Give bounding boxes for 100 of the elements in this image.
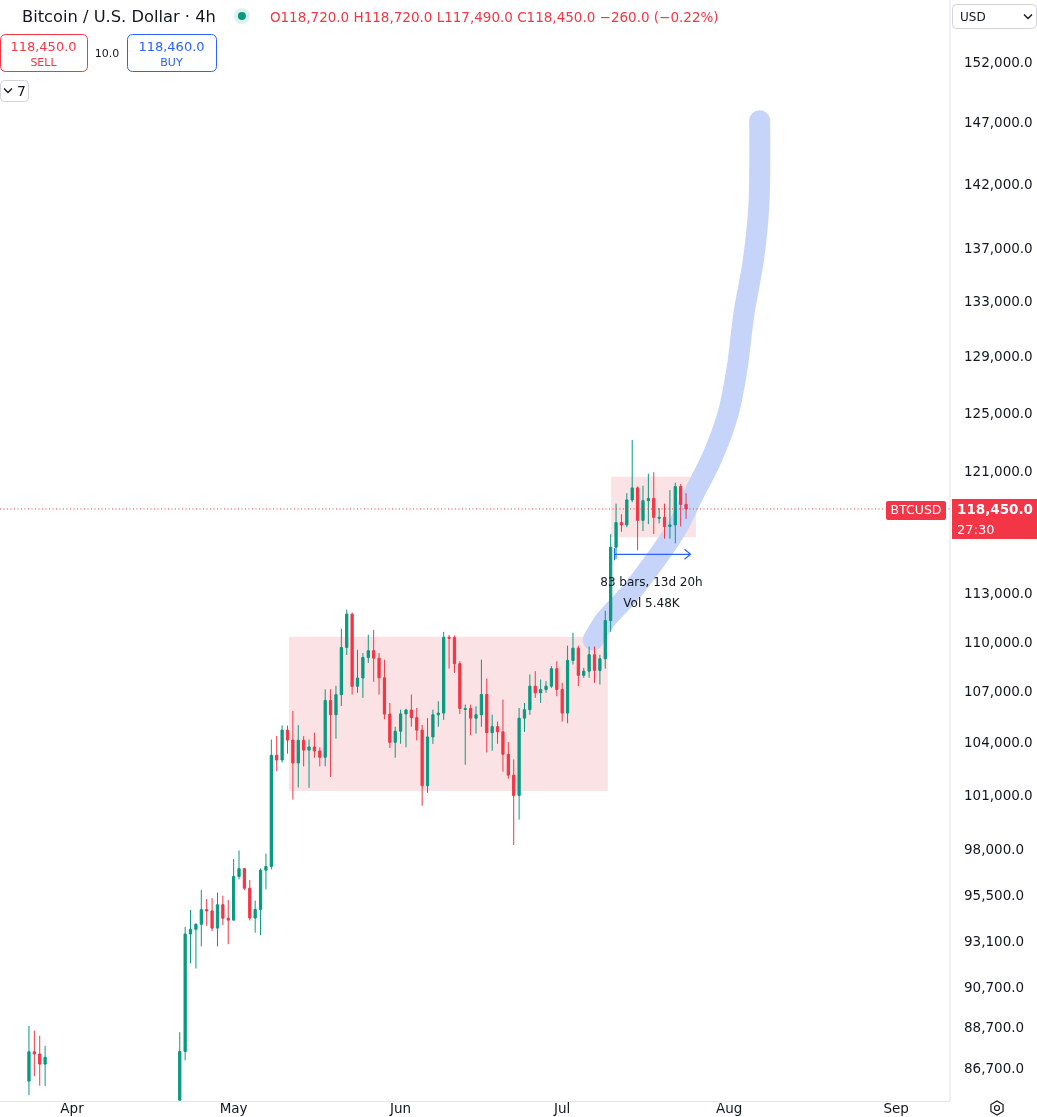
candlestick <box>215 892 220 947</box>
candlestick <box>355 649 360 694</box>
y-tick-label: 137,000.0 <box>964 240 1033 257</box>
annotation: 118,460.0 <box>138 39 205 54</box>
y-tick-label: 101,000.0 <box>964 786 1033 803</box>
candlestick <box>210 897 214 932</box>
candlestick <box>641 485 645 532</box>
y-tick-label: 93,100.0 <box>964 932 1025 949</box>
candlestick <box>291 710 295 801</box>
candlestick <box>468 704 473 736</box>
candlestick <box>539 678 543 704</box>
x-tick-label: Sep <box>883 1100 909 1116</box>
annotation: SELL <box>30 56 58 69</box>
x-tick-label: Jul <box>553 1100 571 1116</box>
candlestick <box>544 680 548 694</box>
candlestick <box>248 879 252 921</box>
candlestick <box>312 732 317 759</box>
candlestick <box>43 1045 47 1087</box>
y-tick-label: 147,000.0 <box>964 113 1033 130</box>
candlestick <box>361 652 365 699</box>
candlestick <box>431 709 435 745</box>
candlestick <box>188 909 193 964</box>
candlestick <box>479 659 484 728</box>
candlestick <box>372 629 376 683</box>
candlestick <box>592 646 597 684</box>
candlestick <box>318 746 322 767</box>
candlestick <box>398 709 403 745</box>
candlestick <box>307 739 311 789</box>
annotation: Vol 5.48K <box>623 596 681 611</box>
candlestick <box>205 898 209 927</box>
candlestick <box>237 849 241 880</box>
candlestick <box>275 735 279 772</box>
candlestick <box>495 721 500 745</box>
candlestick <box>517 707 521 821</box>
x-tick-label: Jun <box>389 1100 412 1116</box>
annotation: 10.0 <box>94 47 120 60</box>
candlestick <box>280 724 284 764</box>
annotation: 118,450.0 <box>10 39 77 54</box>
x-tick-label: Aug <box>715 1100 743 1116</box>
candlestick <box>285 725 290 755</box>
candlestick <box>533 670 537 699</box>
candlestick <box>506 741 510 780</box>
candlestick <box>447 634 451 670</box>
candlestick <box>436 700 440 728</box>
candlestick <box>296 724 300 789</box>
candlestick <box>382 659 387 720</box>
candlestick <box>350 612 354 696</box>
text: USD <box>960 10 986 24</box>
y-tick-label: 95,500.0 <box>964 886 1025 903</box>
y-tick-label: 121,000.0 <box>964 462 1033 479</box>
candlestick <box>302 735 306 767</box>
candlestick <box>490 714 494 752</box>
candlestick <box>474 705 478 735</box>
candlestick <box>38 1035 42 1087</box>
candlestick <box>404 708 408 748</box>
candlestick <box>323 688 327 767</box>
candlestick <box>345 609 349 656</box>
candlestick <box>512 758 516 846</box>
y-tick-label: 107,000.0 <box>964 683 1033 700</box>
y-tick-label: 88,700.0 <box>964 1019 1025 1036</box>
ref-line-label: 118,450.0 <box>957 500 1034 517</box>
candlestick <box>522 702 527 733</box>
y-tick-label: 98,000.0 <box>964 840 1025 857</box>
candlestick <box>32 1030 36 1077</box>
candlestick <box>199 889 203 947</box>
candlestick <box>366 634 370 664</box>
candlestick <box>334 685 338 740</box>
candlestick <box>668 489 672 540</box>
text: 27:30 <box>957 521 995 537</box>
annotation: BUY <box>160 56 183 69</box>
candlestick <box>377 652 381 696</box>
candlestick <box>619 513 624 533</box>
y-tick-label: 90,700.0 <box>964 979 1025 996</box>
candlestick <box>393 726 397 759</box>
x-tick-label: May <box>219 1100 248 1116</box>
text: Bitcoin / U.S. Dollar · 4h <box>22 7 216 26</box>
y-tick-label: 113,000.0 <box>964 585 1033 602</box>
candlestick <box>27 1025 31 1096</box>
x-tick-label: Apr <box>60 1100 85 1116</box>
y-tick-label: 86,700.0 <box>964 1060 1025 1077</box>
candlestick <box>388 702 392 749</box>
candlestick <box>528 674 532 716</box>
candlestick <box>657 507 661 524</box>
y-tick-label: 152,000.0 <box>964 54 1033 70</box>
candlestick <box>614 503 618 560</box>
annotation: 7 <box>17 83 26 99</box>
y-tick-label: 125,000.0 <box>964 404 1033 421</box>
candlestick <box>458 660 462 715</box>
text: O118,720.0 H118,720.0 L117,490.0 C118,450.0 −260.0 (−0.22%) <box>269 9 719 25</box>
candlestick <box>646 473 650 525</box>
candlestick <box>194 922 198 970</box>
candlestick <box>501 699 505 773</box>
y-tick-label: 142,000.0 <box>964 175 1033 192</box>
candlestick <box>485 678 489 754</box>
y-tick-label: 129,000.0 <box>964 348 1033 365</box>
y-tick-label: 104,000.0 <box>964 734 1033 751</box>
y-tick-label: 133,000.0 <box>964 293 1033 310</box>
candlestick <box>463 704 467 766</box>
candlestick <box>264 853 268 890</box>
candlestick <box>253 900 257 934</box>
